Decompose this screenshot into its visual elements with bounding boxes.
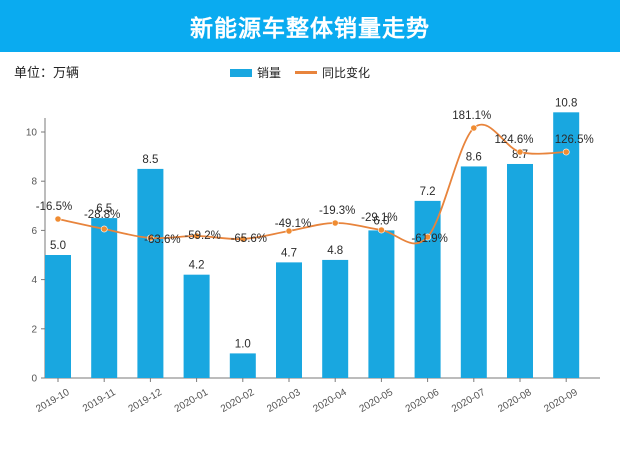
x-tick-label-2020-05: 2020-05 — [358, 387, 396, 415]
x-tick-label-2019-10: 2019-10 — [34, 387, 72, 415]
line-marker-2020-01[interactable] — [193, 232, 200, 240]
line-marker-2019-12[interactable] — [146, 234, 154, 242]
bar-swatch-icon — [230, 68, 252, 77]
line-value-label-2020-06: -61.9% — [411, 233, 447, 245]
y-tick-label: 2 — [31, 324, 37, 335]
y-tick-label: 6 — [31, 226, 37, 237]
bar-2020-04[interactable] — [322, 259, 349, 378]
line-marker-2020-08[interactable] — [516, 148, 524, 156]
line-value-label-2019-10: -16.5% — [36, 201, 72, 213]
x-tick-label-2020-04: 2020-04 — [311, 387, 349, 415]
x-tick-label-2020-06: 2020-06 — [404, 387, 442, 415]
bar-value-label-2020-02: 1.0 — [235, 338, 251, 350]
chart-canvas: 0 2 4 6 8 10 2019-10 2019-11 2019-12 2020-01 2020-… — [26, 97, 600, 415]
x-tick-label-2019-11: 2019-11 — [81, 387, 118, 415]
bar-2019-12[interactable] — [137, 168, 164, 378]
bar-value-label-2020-05: 6.0 — [373, 215, 389, 227]
line-value-label-2019-11: -28.8% — [84, 209, 120, 221]
line-marker-2020-04[interactable] — [331, 219, 339, 227]
line-value-label-2020-05: -29.1% — [361, 212, 397, 224]
plot-area: 0 2 4 6 8 10 2019-10 2019-11 2019-12 2020-01 2020-… — [0, 90, 620, 465]
line-value-label-2020-08: 124.6% — [494, 134, 533, 146]
y-tick-label: 10 — [26, 128, 38, 139]
x-tick-label-2020-01: 2020-01 — [173, 387, 211, 415]
line-marker-2020-09[interactable] — [562, 148, 570, 156]
chart-legend: 销量 同比变化 — [230, 64, 370, 81]
line-swatch-icon — [295, 71, 318, 74]
bar-value-label-2020-06: 7.2 — [420, 186, 436, 198]
y-tick-label: 0 — [31, 374, 37, 385]
y-tick-label: 8 — [31, 177, 37, 188]
bar-value-label-2020-01: 4.2 — [189, 260, 205, 272]
line-value-label-2020-01: -59.2% — [184, 230, 220, 242]
bar-value-label-2019-12: 8.5 — [142, 154, 158, 166]
bar-2020-07[interactable] — [460, 166, 487, 378]
line-marker-2020-02[interactable] — [239, 235, 247, 243]
line-value-label-2020-07: 181.1% — [452, 110, 491, 122]
unit-label: 单位：万辆 — [14, 66, 80, 81]
x-tick-label-2019-12: 2019-12 — [127, 387, 165, 415]
legend-label-sales: 销量 — [257, 66, 282, 80]
bar-2020-01[interactable] — [183, 274, 210, 378]
bar-value-label-2020-04: 4.8 — [327, 245, 343, 257]
legend-item-yoy[interactable]: 同比变化 — [295, 64, 370, 81]
line-value-label-2020-04: -19.3% — [319, 205, 355, 217]
legend-item-sales[interactable]: 销量 — [230, 64, 281, 81]
line-marker-2019-11[interactable] — [100, 225, 108, 233]
bar-2019-11[interactable] — [91, 218, 118, 378]
bar-value-label-2019-10: 5.0 — [50, 240, 66, 252]
x-tick-label-2020-09: 2020-09 — [542, 387, 580, 415]
bar-value-label-2020-09: 10.8 — [555, 97, 577, 109]
bar-2020-09[interactable] — [553, 112, 580, 378]
line-marker-2019-10[interactable] — [54, 215, 62, 223]
header-banner: 新能源车整体销量走势 — [0, 0, 620, 52]
x-tick-label-2020-08: 2020-08 — [496, 387, 534, 415]
x-tick-label-2020-03: 2020-03 — [265, 387, 303, 415]
bar-value-label-2019-11: 6.5 — [96, 203, 112, 215]
page-title: 新能源车整体销量走势 — [190, 16, 430, 42]
line-value-label-2020-03: -49.1% — [275, 218, 311, 230]
line-marker-2020-03[interactable] — [285, 227, 293, 235]
line-marker-2020-05[interactable] — [377, 226, 385, 234]
yoy-line-path — [57, 123, 567, 245]
bar-2019-10[interactable] — [45, 255, 71, 378]
bar-2020-05[interactable] — [368, 230, 395, 378]
line-marker-2020-07[interactable] — [470, 124, 478, 132]
bar-2020-08[interactable] — [507, 163, 533, 378]
y-tick-label: 4 — [31, 275, 37, 286]
bar-2020-03[interactable] — [276, 262, 302, 378]
line-value-label-2020-09: 126.5% — [555, 134, 594, 146]
legend-label-yoy: 同比变化 — [322, 66, 371, 80]
x-tick-label-2020-07: 2020-07 — [450, 387, 488, 415]
line-value-label-2019-12: -63.6% — [144, 234, 180, 246]
x-tick-label-2020-02: 2020-02 — [219, 387, 257, 415]
bar-2020-02[interactable] — [229, 353, 256, 378]
bar-value-label-2020-07: 8.6 — [466, 151, 482, 163]
bar-value-label-2020-03: 4.7 — [281, 247, 297, 259]
line-marker-2020-06[interactable] — [424, 233, 431, 241]
bar-2020-06[interactable] — [414, 200, 441, 378]
line-value-label-2020-02: -65.6% — [231, 233, 267, 245]
